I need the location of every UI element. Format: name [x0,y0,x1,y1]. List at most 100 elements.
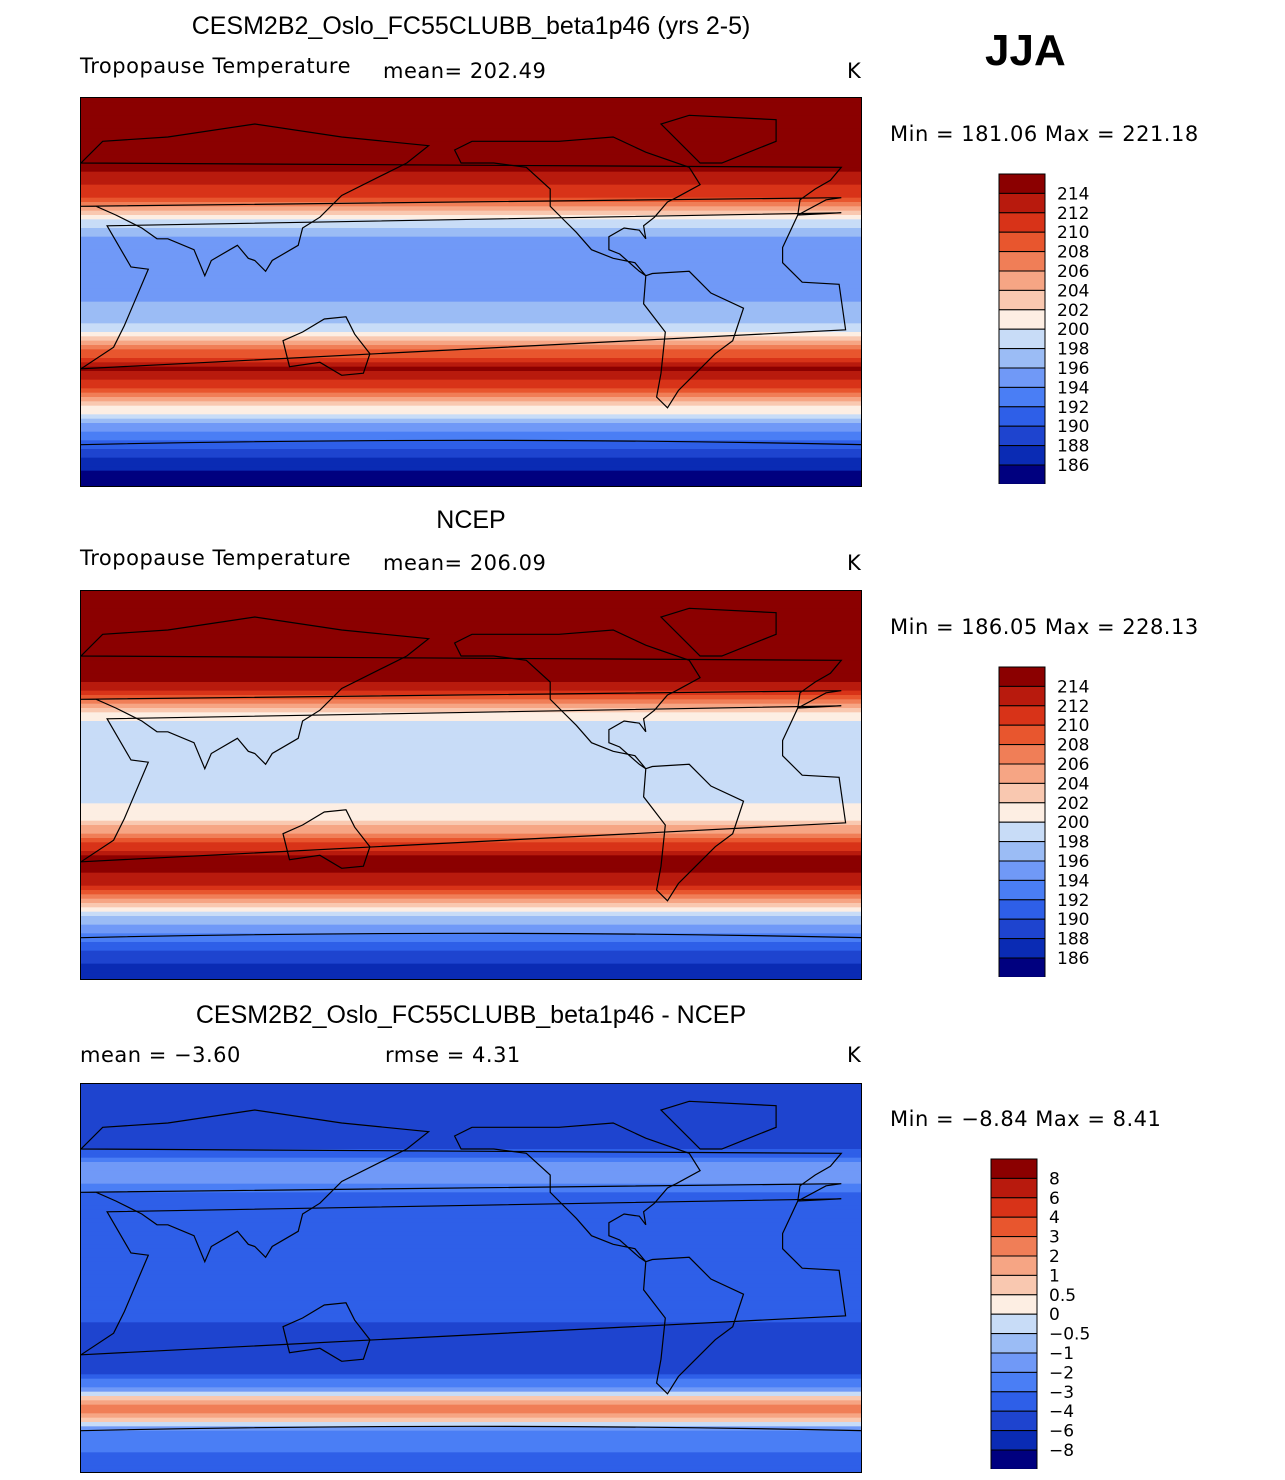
field-band [81,1183,861,1189]
field-band [81,851,861,856]
colorbar-swatch [998,782,1046,804]
coastline-antarctica [81,439,861,446]
field-band [81,751,861,757]
field-band [81,353,861,359]
field-band [81,440,861,446]
field-band [81,872,861,878]
colorbar-tick-label: −3 [1049,1383,1074,1403]
field-band [81,612,861,618]
field-band [81,1430,861,1436]
field-band [81,885,861,891]
field-band [81,1396,861,1401]
colorbar-swatch [998,173,1046,194]
field-band [81,682,861,687]
field-band [81,669,861,674]
field-band [81,859,861,865]
colorbar-tick-label: 202 [1057,301,1089,321]
colorbar-tick-label: 188 [1057,437,1089,457]
field-band [81,219,861,225]
field-band [81,1443,861,1449]
colorbar-tick-label: 204 [1057,281,1089,301]
field-band [81,197,861,203]
field-band [81,1452,861,1458]
colorbar-swatch [998,879,1046,901]
field-band [81,812,861,817]
field-band [81,431,861,437]
field-band [81,457,861,463]
coastline [642,763,745,902]
panel-2-title: NCEP [436,506,506,534]
field-band [81,643,861,648]
field-band [81,236,861,242]
field-band [81,470,861,476]
colorbar-swatch [990,1236,1038,1257]
panel-3-map-svg [81,1084,861,1472]
field-band [81,1296,861,1302]
field-band [81,1162,861,1167]
field-band [81,924,861,930]
field-band [81,184,861,190]
colorbar-swatch [990,1274,1038,1296]
colorbar-swatch [990,1255,1038,1276]
field-band [81,1426,861,1432]
field-band [81,284,861,290]
field-band [81,716,861,722]
field-band [81,167,861,173]
field-band [81,903,861,908]
colorbar-tick-label: 196 [1057,359,1089,379]
field-band [81,271,861,277]
field-band [81,1123,861,1128]
field-band [81,436,861,441]
colorbar-swatch [998,860,1046,881]
field-band [81,449,861,454]
panel-2-variable: Tropopause Temperature [80,546,352,570]
field-band [81,249,861,255]
field-band [81,760,861,765]
field-band [81,323,861,329]
colorbar-swatch [998,192,1046,214]
field-band [81,1383,861,1388]
colorbar-tick-label: −6 [1049,1422,1074,1442]
field-band [81,625,861,631]
panel-2-mean: mean= 206.09 [383,551,547,575]
colorbar-swatch [990,1371,1038,1393]
colorbar-tick-label: 8 [1049,1169,1060,1189]
field-band [81,976,861,979]
colorbar-swatch [998,367,1046,388]
field-band [81,946,861,952]
field-band [81,171,861,177]
colorbar-tick-label: −0.5 [1049,1325,1090,1345]
field-band [81,132,861,138]
colorbar-swatch [998,744,1046,765]
field-band [81,1318,861,1323]
panel-2-colorbar-svg: 2142122102082062042022001981961941921901… [998,666,1089,978]
field-band [81,651,861,657]
colorbar-tick-label: 200 [1057,813,1089,833]
field-band [81,306,861,311]
coastline-antarctica [81,1425,861,1432]
colorbar-tick-label: 198 [1057,340,1089,360]
field-band [81,405,861,411]
field-band [81,358,861,363]
field-band [81,1448,861,1453]
coastline [642,270,745,409]
field-band [81,699,861,705]
coastline-antarctica [81,932,861,939]
coastline [81,123,843,278]
panel-1-mean: mean= 202.49 [383,59,547,83]
field-band [81,1279,861,1284]
colorbar-swatch [998,802,1046,823]
colorbar-swatch [998,386,1046,408]
field-band [81,297,861,303]
colorbar-tick-label: 210 [1057,716,1089,736]
field-band [81,462,861,467]
field-band [81,180,861,186]
colorbar-swatch [998,724,1046,746]
field-band [81,158,861,164]
field-band [81,950,861,956]
colorbar-swatch [998,705,1046,726]
field-band [81,729,861,735]
field-band [81,1218,861,1224]
field-band [81,894,861,900]
field-band [81,855,861,861]
